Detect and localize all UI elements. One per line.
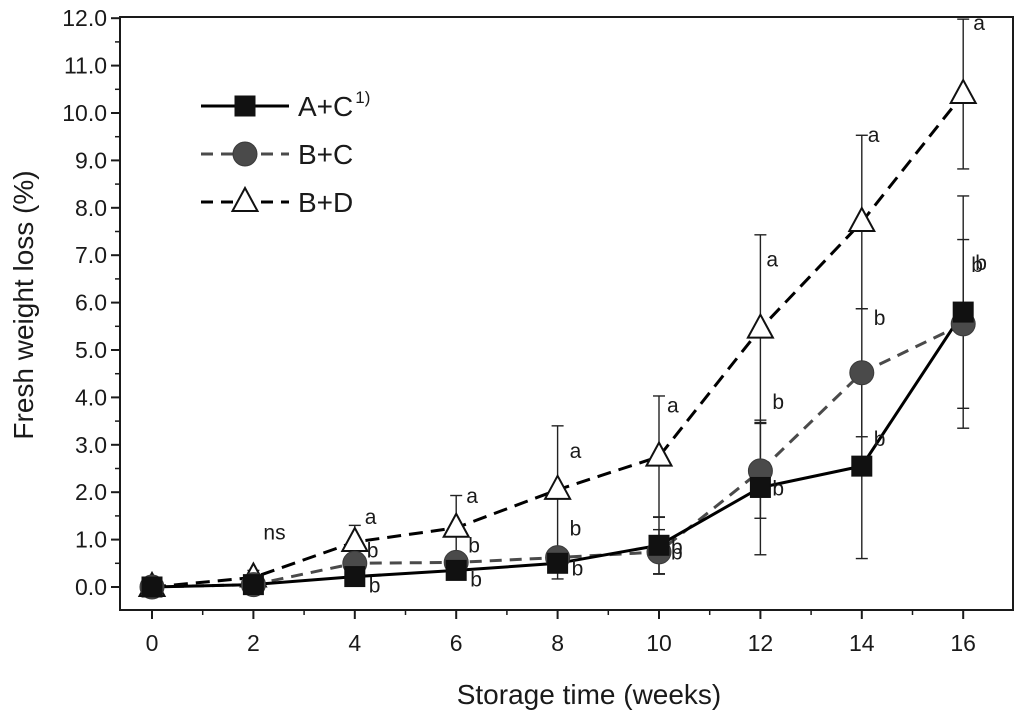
y-tick-label: 2.0 [75, 479, 107, 505]
marker-triangle [949, 77, 978, 105]
axis-ticks [111, 17, 965, 619]
y-tick-label: 12.0 [62, 5, 107, 31]
marker-square [344, 566, 366, 588]
significance-label: b [367, 539, 379, 562]
significance-label: b [772, 391, 784, 414]
y-tick-label: 4.0 [75, 384, 107, 410]
y-tick-label: 7.0 [75, 242, 107, 268]
marker-triangle [746, 312, 775, 339]
legend-label: B+D [298, 187, 353, 218]
y-tick-label: 3.0 [75, 432, 107, 458]
significance-label: b [874, 428, 886, 451]
y-tick-label: 6.0 [75, 290, 107, 316]
marker-square [547, 552, 569, 574]
significance-label: b [772, 477, 784, 500]
y-tick-label: 8.0 [75, 195, 107, 221]
significance-label: a [868, 124, 880, 147]
x-tick-label: 8 [551, 630, 564, 656]
significance-label: b [671, 541, 683, 564]
x-axis-title: Storage time (weeks) [457, 679, 722, 710]
legend-marker-triangle [230, 185, 260, 212]
x-tick-label: 4 [348, 630, 361, 656]
significance-label: a [365, 506, 377, 529]
significance-label: b [975, 252, 987, 275]
x-tick-label: 14 [849, 630, 875, 656]
marker-square [242, 574, 264, 596]
significance-label: a [766, 249, 778, 272]
legend-label: A+C 1) [298, 88, 370, 122]
significance-label: b [570, 518, 582, 541]
marker-circle [849, 360, 875, 386]
x-tick-label: 2 [247, 630, 260, 656]
significance-label: b [874, 307, 886, 330]
legend: A+C 1) B+C B+D [201, 88, 370, 218]
plot-frame [119, 16, 1014, 611]
marker-square [952, 301, 974, 323]
marker-triangle [847, 205, 876, 233]
significance-label: b [971, 254, 983, 277]
marker-square [648, 534, 670, 556]
plot-area [119, 16, 1014, 611]
y-tick-label: 9.0 [75, 147, 107, 173]
y-tick-label: 0.0 [75, 574, 107, 600]
marker-triangle [340, 525, 369, 552]
data-markers [137, 77, 978, 600]
marker-square [141, 576, 163, 598]
legend-label-text: B+C [298, 139, 353, 170]
significance-label: a [667, 395, 679, 418]
significance-label: ns [263, 522, 285, 545]
y-tick-label: 5.0 [75, 337, 107, 363]
x-tick-label: 6 [450, 630, 463, 656]
legend-label: B+C [298, 139, 353, 170]
x-tick-label: 16 [950, 630, 976, 656]
significance-label: a [570, 440, 582, 463]
significance-label: b [468, 534, 480, 557]
legend-superscript: 1) [355, 88, 370, 107]
legend-marker-square [234, 95, 256, 117]
significance-label: b [572, 557, 584, 580]
marker-square [749, 476, 771, 498]
marker-square [851, 455, 873, 477]
significance-label: b [369, 575, 381, 598]
legend-marker-circle [232, 141, 258, 167]
marker-square [445, 559, 467, 581]
legend-label-text: B+D [298, 187, 353, 218]
significance-label: b [470, 568, 482, 591]
marker-triangle [644, 440, 674, 467]
y-axis-tick-labels: 0.0 1.0 2.0 3.0 4.0 5.0 6.0 7.0 8.0 9.0 10.0 11.0 12… [62, 5, 107, 600]
marker-triangle [442, 511, 471, 538]
legend-label-text: A+C [298, 91, 353, 122]
y-tick-label: 1.0 [75, 527, 107, 553]
x-tick-label: 0 [146, 630, 159, 656]
significance-label: a [973, 12, 985, 35]
marker-triangle [543, 473, 572, 500]
y-tick-label: 11.0 [64, 53, 107, 79]
x-tick-label: 10 [646, 630, 672, 656]
y-tick-label: 10.0 [62, 100, 107, 126]
significance-label: b [671, 536, 683, 559]
significance-label: a [466, 485, 478, 508]
y-axis-title: Fresh weight loss (%) [8, 170, 39, 439]
x-tick-label: 12 [748, 630, 774, 656]
x-axis-tick-labels: 0 2 4 6 8 10 12 14 16 [146, 630, 976, 656]
